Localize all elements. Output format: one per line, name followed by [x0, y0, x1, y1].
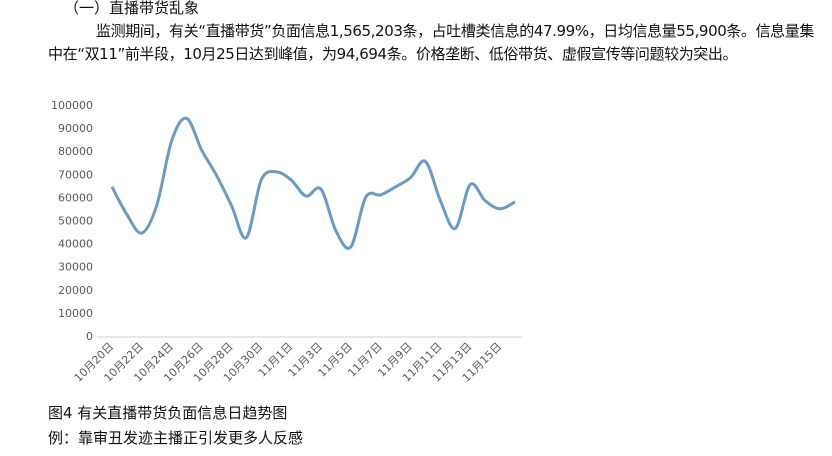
y-tick-label: 0 [86, 330, 93, 343]
y-tick-label: 10000 [58, 307, 93, 320]
y-tick-label: 80000 [58, 145, 93, 158]
y-tick-label: 70000 [58, 168, 93, 181]
series-line [110, 116, 516, 250]
y-tick-label: 60000 [58, 191, 93, 204]
figure-caption: 图4 有关直播带货负面信息日趋势图 [48, 404, 288, 422]
y-tick-label: 90000 [58, 122, 93, 135]
y-tick-label: 30000 [58, 261, 93, 274]
y-tick-label: 50000 [58, 215, 93, 228]
y-tick-label: 40000 [58, 238, 93, 251]
paragraph: 监测期间，有关“直播带货”负面信息1,565,203条，占吐槽类信息的47.99… [48, 22, 814, 63]
chart: 0 10000 20000 30000 40000 50000 60000 70000 8000… [51, 99, 522, 385]
example-line: 例：靠审丑发迹主播正引发更多人反感 [48, 429, 304, 447]
y-tick-label: 20000 [58, 284, 93, 297]
heading: （一）直播带货乱象 [64, 0, 200, 17]
y-tick-label: 100000 [51, 99, 93, 112]
